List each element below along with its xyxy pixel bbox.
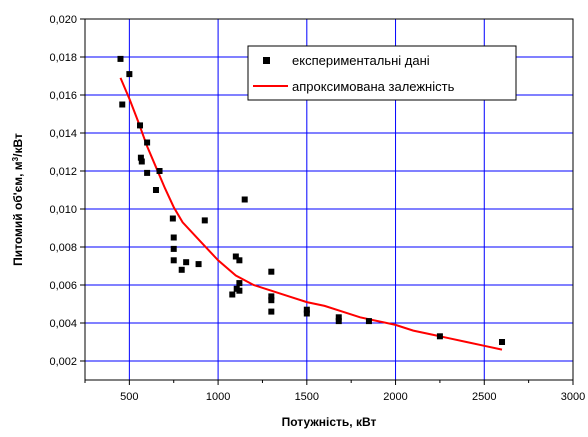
legend-box	[247, 45, 517, 101]
data-point	[170, 257, 177, 264]
legend-label-approximated: апроксимована залежність	[292, 79, 455, 94]
data-point	[152, 187, 159, 193]
y-tick-label: 0,016	[49, 90, 77, 102]
data-point	[236, 287, 243, 294]
data-point	[236, 257, 243, 264]
data-point	[137, 154, 144, 161]
data-point	[236, 280, 243, 287]
points-layer	[117, 55, 506, 345]
data-point	[169, 215, 176, 222]
y-tick-label: 0,002	[49, 356, 77, 368]
data-point	[138, 158, 145, 165]
data-point	[119, 101, 126, 108]
data-point	[303, 306, 310, 313]
data-point	[170, 234, 177, 241]
y-axis-title-prefix: Питомий об'єм, м	[11, 161, 25, 266]
data-point	[201, 217, 208, 224]
data-point	[241, 196, 248, 203]
data-point	[335, 314, 342, 321]
y-tick-label: 0,012	[49, 166, 77, 178]
x-tick-label: 500	[120, 391, 138, 403]
ticks-layer: 500 1000 1500 2000 2500 3000 0,002 0,004 0,006 0,…	[49, 14, 585, 403]
y-axis-title: Питомий об'єм, м3/кВт	[11, 133, 25, 266]
legend: експериментальні дані апроксимована зале…	[247, 45, 517, 101]
data-point	[144, 169, 151, 176]
data-point	[229, 291, 236, 298]
data-point	[144, 139, 151, 146]
plot-frame	[84, 18, 574, 381]
x-axis-title: Потужність, кВт	[282, 415, 377, 429]
x-tick-label: 1000	[206, 391, 230, 403]
y-tick-label: 0,010	[49, 204, 77, 216]
data-point	[170, 245, 177, 252]
y-tick-label: 0,018	[49, 52, 77, 64]
legend-marker-icon	[263, 57, 270, 64]
data-point	[303, 310, 310, 317]
data-point	[499, 339, 506, 345]
data-point	[126, 71, 133, 78]
data-point	[137, 122, 144, 129]
y-tick-label: 0,008	[49, 242, 77, 254]
fit-curve	[119, 77, 503, 351]
x-tick-label: 2000	[383, 391, 407, 403]
data-point	[365, 318, 372, 325]
data-point	[232, 253, 239, 260]
data-point	[268, 308, 275, 315]
y-axis-title-superscript: 3	[11, 156, 20, 161]
data-point	[268, 297, 275, 304]
data-point	[268, 268, 275, 275]
legend-label-experimental: експериментальні дані	[292, 53, 430, 68]
data-point	[178, 266, 185, 273]
data-point	[156, 168, 163, 174]
y-tick-label: 0,020	[49, 14, 77, 26]
y-tick-label: 0,006	[49, 280, 77, 292]
x-tick-label: 1500	[295, 391, 319, 403]
y-tick-label: 0,014	[49, 128, 77, 140]
fit-layer	[119, 77, 503, 351]
data-point	[436, 333, 443, 340]
data-point	[335, 318, 342, 325]
data-point	[268, 293, 275, 300]
data-point	[117, 55, 124, 62]
x-tick-label: 2500	[472, 391, 496, 403]
y-tick-label: 0,004	[49, 318, 77, 330]
data-point	[195, 261, 202, 268]
y-axis-title-suffix: /кВт	[11, 133, 25, 157]
x-tick-label: 3000	[561, 391, 585, 403]
data-point	[183, 259, 190, 266]
